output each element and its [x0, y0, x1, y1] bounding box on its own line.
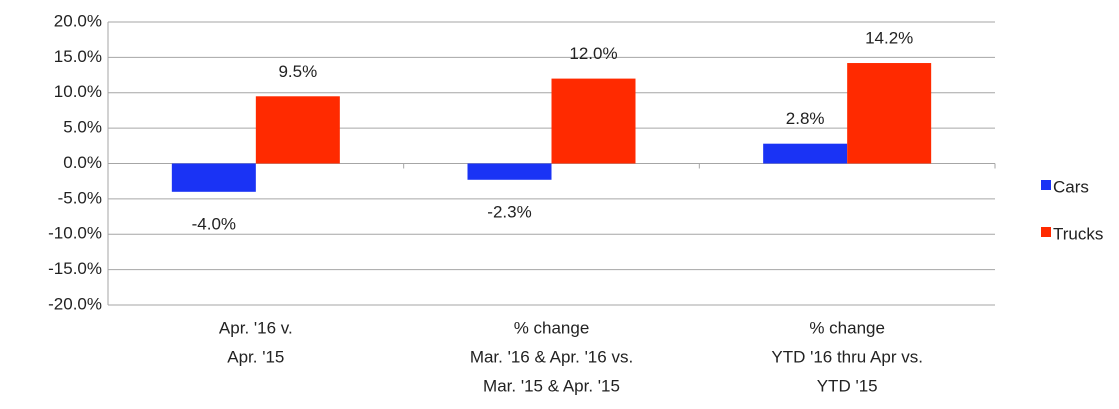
data-label: 12.0% [569, 44, 617, 63]
x-tick-label: YTD '15 [817, 376, 878, 395]
data-label: -2.3% [487, 202, 531, 221]
data-label: -4.0% [192, 214, 236, 233]
x-tick-label: Mar. '16 & Apr. '16 vs. [470, 347, 633, 366]
data-label: 9.5% [278, 62, 317, 81]
y-tick-label: 5.0% [63, 118, 102, 137]
bar [763, 143, 848, 164]
y-tick-label: 0.0% [63, 153, 102, 172]
x-tick-label: Mar. '15 & Apr. '15 [483, 376, 620, 395]
x-tick-label: Apr. '15 [227, 347, 284, 366]
bar [847, 63, 932, 164]
bar [171, 163, 256, 192]
y-tick-label: -5.0% [58, 188, 102, 207]
data-label: 2.8% [786, 109, 825, 128]
x-tick-label: % change [514, 318, 590, 337]
data-label: 14.2% [865, 29, 913, 48]
y-tick-label: -20.0% [48, 294, 102, 313]
legend-swatch [1041, 227, 1051, 237]
x-tick-label: Apr. '16 v. [219, 318, 293, 337]
bar [551, 78, 636, 164]
legend-label: Cars [1053, 177, 1089, 196]
legend-swatch [1041, 180, 1051, 190]
y-tick-label: -15.0% [48, 259, 102, 278]
bar [255, 96, 340, 164]
legend-label: Trucks [1053, 224, 1103, 243]
y-tick-label: 10.0% [54, 82, 102, 101]
y-tick-label: 20.0% [54, 11, 102, 30]
y-tick-label: 15.0% [54, 47, 102, 66]
bar [467, 163, 552, 180]
x-tick-label: % change [809, 318, 885, 337]
x-tick-label: YTD '16 thru Apr vs. [771, 347, 923, 366]
y-tick-label: -10.0% [48, 224, 102, 243]
